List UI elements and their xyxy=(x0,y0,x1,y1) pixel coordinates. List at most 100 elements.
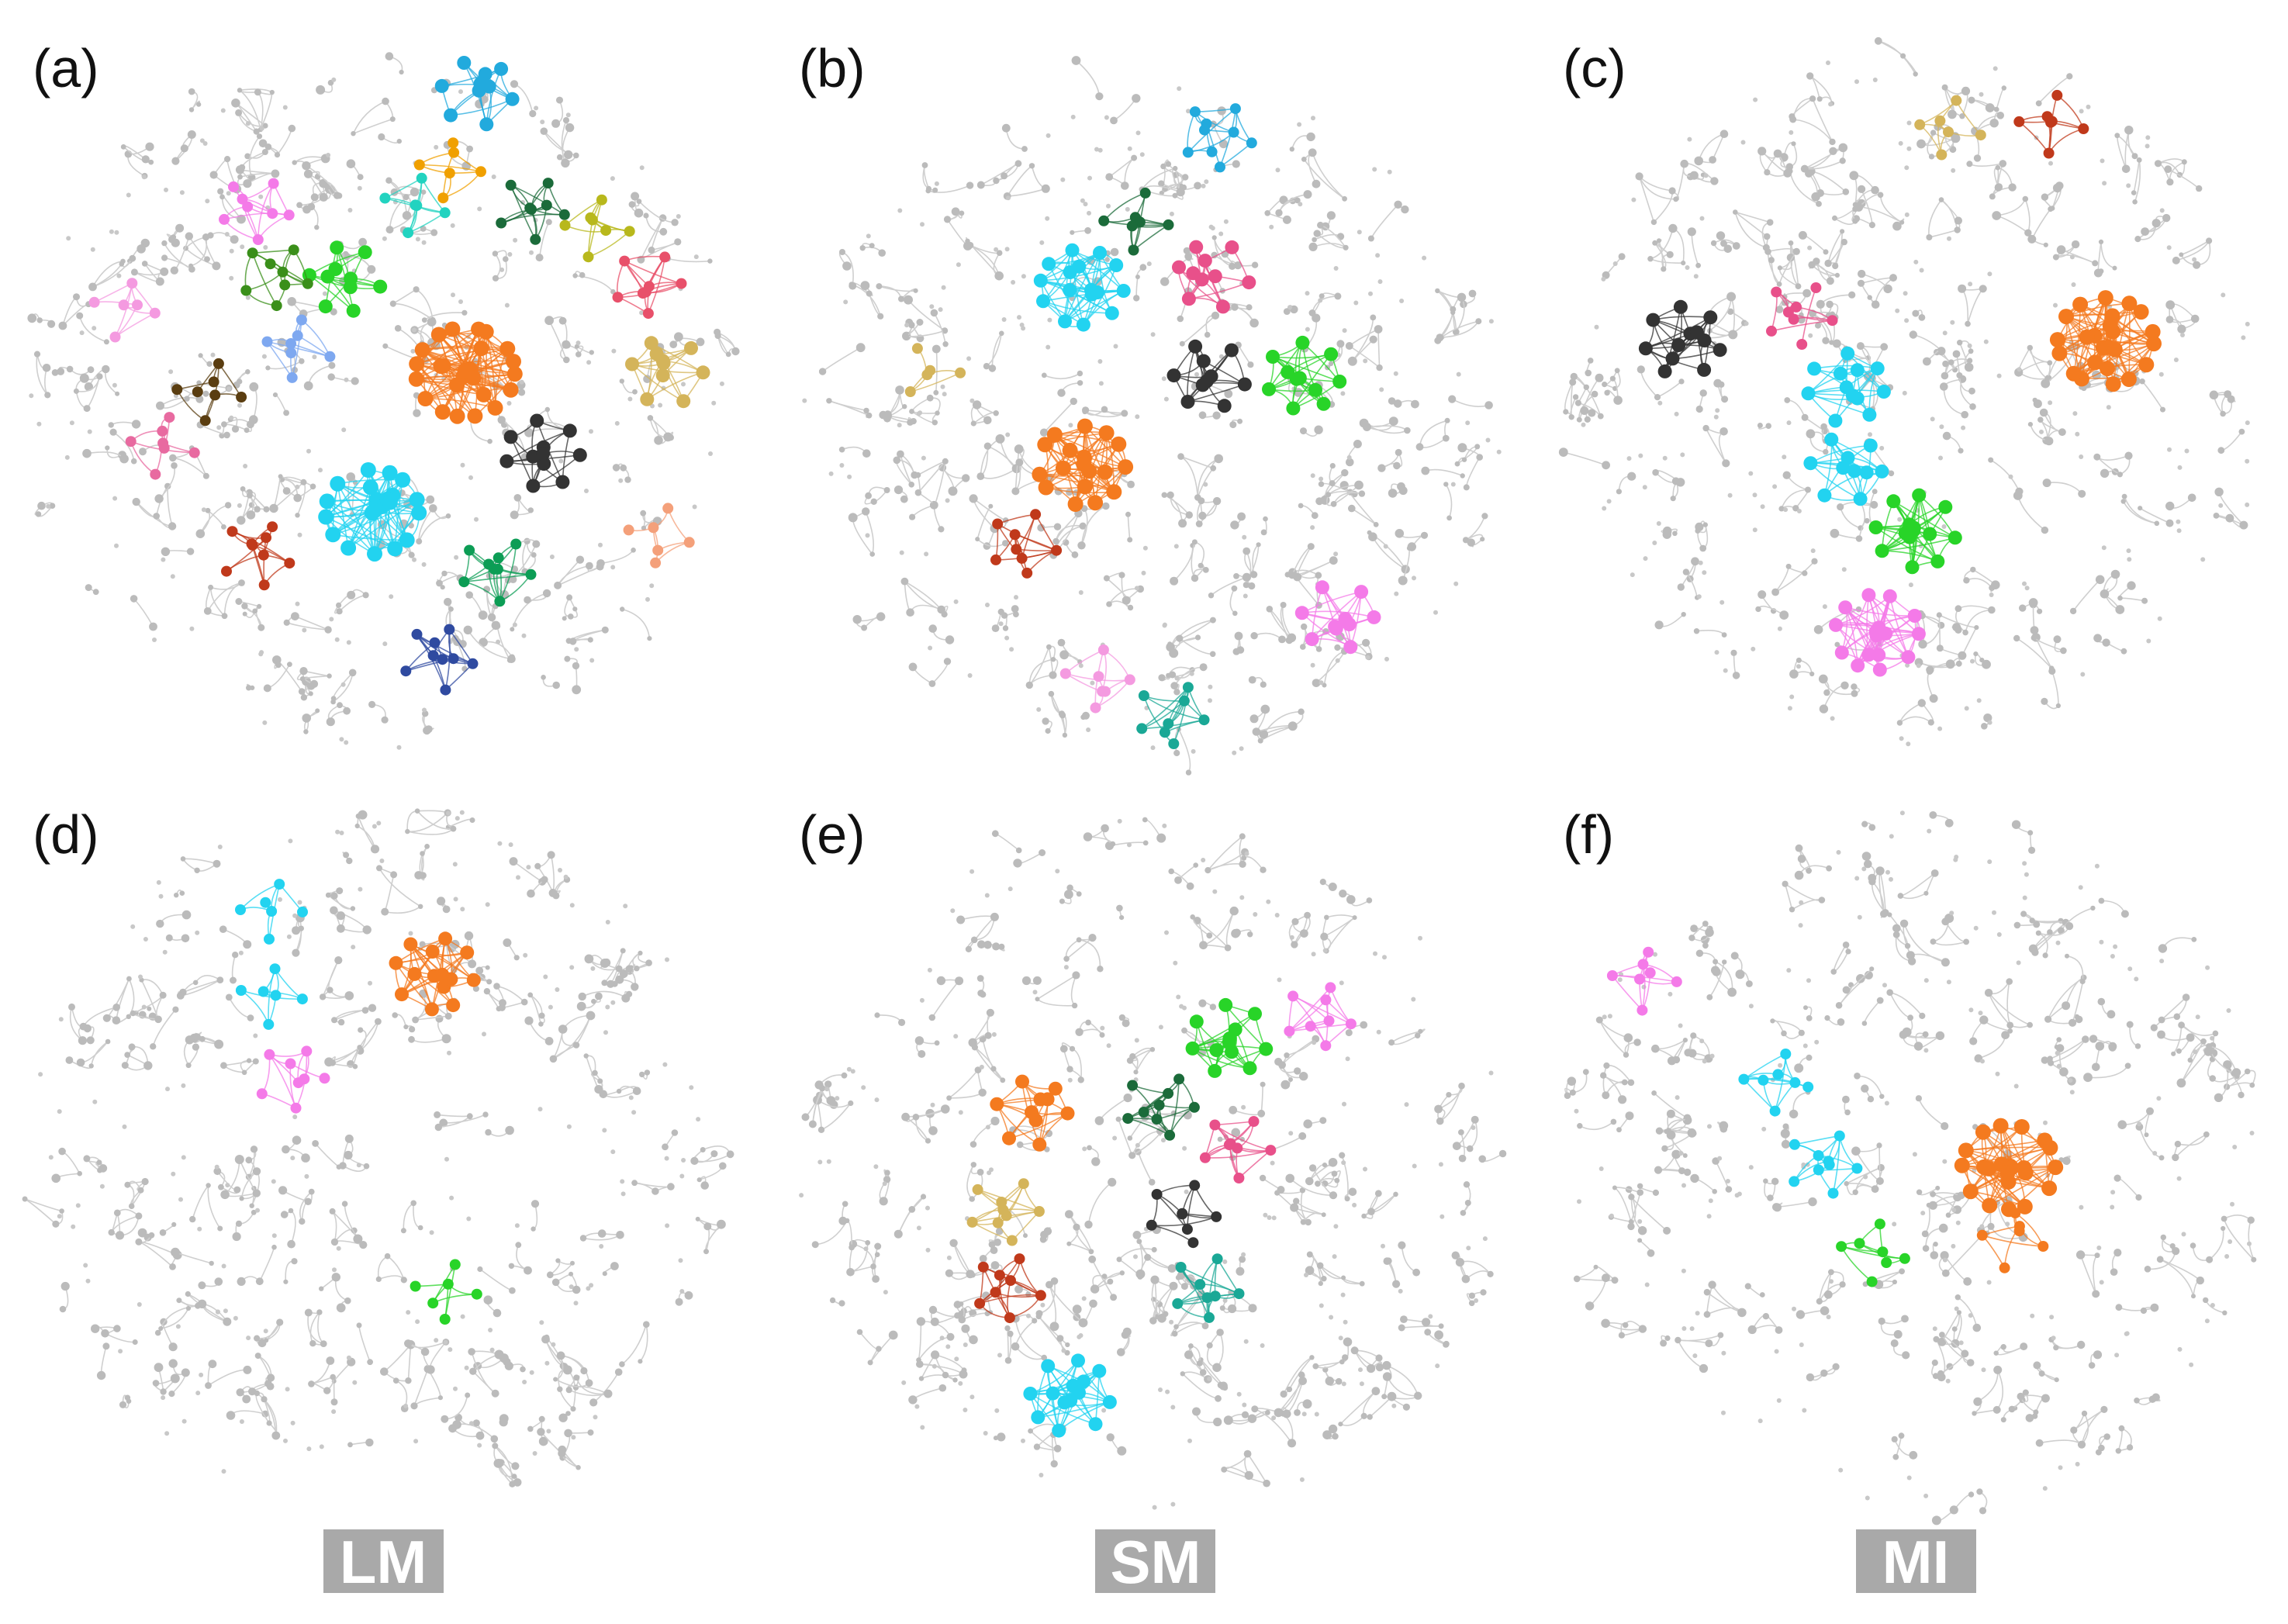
background-node xyxy=(491,174,496,179)
background-node xyxy=(838,446,845,453)
background-node xyxy=(1002,540,1009,547)
background-node xyxy=(620,606,625,612)
background-node xyxy=(1087,210,1091,216)
background-node xyxy=(524,596,531,604)
background-node xyxy=(2209,390,2219,400)
background-node xyxy=(83,405,91,413)
background-node xyxy=(943,216,952,223)
background-node xyxy=(1077,380,1084,386)
background-edge xyxy=(1253,632,1283,641)
background-edge xyxy=(167,485,173,527)
background-node xyxy=(237,403,242,408)
background-node xyxy=(1951,133,1961,143)
background-node xyxy=(341,427,347,433)
cluster-node xyxy=(1367,610,1381,624)
cluster-node xyxy=(585,212,596,223)
background-node xyxy=(1989,193,1996,200)
background-node xyxy=(1173,689,1180,696)
community-cluster xyxy=(302,240,388,318)
cluster-node xyxy=(473,340,489,357)
cluster-node xyxy=(503,430,518,444)
community-cluster xyxy=(625,336,710,409)
cluster-node xyxy=(258,579,270,591)
background-node xyxy=(1102,502,1110,510)
background-edge xyxy=(1781,489,1809,510)
cluster-edge xyxy=(444,663,474,691)
cluster-node xyxy=(1332,375,1347,389)
background-node xyxy=(261,354,267,359)
cluster-node xyxy=(1136,723,1148,734)
background-edge xyxy=(1210,576,1247,596)
background-node xyxy=(1949,146,1957,154)
background-node xyxy=(2221,292,2226,298)
background-node xyxy=(601,626,609,634)
background-node xyxy=(555,1258,561,1263)
cluster-node xyxy=(429,637,441,648)
background-node xyxy=(908,482,914,488)
background-node xyxy=(1695,522,1704,532)
community-cluster xyxy=(1032,418,1134,512)
background-node xyxy=(527,507,534,513)
background-node xyxy=(1824,259,1832,268)
background-node xyxy=(302,161,311,171)
background-node xyxy=(878,249,886,257)
cluster-node xyxy=(1097,686,1108,697)
background-node xyxy=(2165,300,2176,309)
background-node xyxy=(1880,343,1889,351)
cluster-node xyxy=(1032,466,1048,482)
background-node xyxy=(693,254,699,260)
background-node xyxy=(2167,447,2172,452)
background-node xyxy=(73,293,80,301)
background-node xyxy=(572,662,580,670)
background-node xyxy=(283,619,290,626)
cluster-node xyxy=(1116,284,1131,298)
cluster-node xyxy=(525,568,537,580)
background-node xyxy=(213,859,221,868)
background-edge xyxy=(1996,215,2029,233)
cluster-node xyxy=(1850,363,1865,378)
cluster-node xyxy=(1859,465,1874,480)
background-node xyxy=(865,492,872,499)
cluster-node xyxy=(2100,361,2115,377)
background-node xyxy=(1208,684,1213,689)
background-node xyxy=(618,478,624,483)
background-node xyxy=(843,299,848,305)
cluster-node xyxy=(478,323,494,340)
background-node xyxy=(1315,646,1322,652)
cluster-edge xyxy=(617,261,625,298)
cluster-node xyxy=(1329,621,1343,636)
cluster-node xyxy=(382,465,398,481)
cluster-edge xyxy=(1101,649,1107,692)
cluster-node xyxy=(1343,640,1358,655)
background-edge xyxy=(160,396,200,406)
background-node xyxy=(330,1238,339,1246)
cluster-node xyxy=(1807,361,1822,376)
cluster-node xyxy=(1316,396,1331,411)
background-node xyxy=(1105,173,1114,181)
cluster-node xyxy=(1697,333,1712,347)
background-node xyxy=(507,655,516,663)
cluster-node xyxy=(1292,371,1307,385)
background-node xyxy=(1849,171,1859,181)
background-node xyxy=(913,288,918,293)
background-node xyxy=(1263,516,1268,522)
background-node xyxy=(897,450,904,458)
background-node xyxy=(572,685,582,695)
background-node xyxy=(1310,662,1315,668)
background-node xyxy=(1956,372,1963,378)
background-node xyxy=(413,409,421,417)
background-node xyxy=(188,107,195,112)
cluster-node xyxy=(625,357,639,371)
background-node xyxy=(212,261,221,271)
background-node xyxy=(1468,289,1477,298)
background-node xyxy=(1602,382,1608,388)
background-edge xyxy=(403,1202,414,1231)
background-edge xyxy=(1173,545,1194,582)
background-node xyxy=(1895,308,1900,313)
background-node xyxy=(2017,367,2022,372)
cluster-node xyxy=(1882,589,1897,603)
background-node xyxy=(1283,308,1291,315)
background-node xyxy=(1779,610,1789,620)
background-edge xyxy=(392,302,434,320)
cluster-node xyxy=(475,386,492,403)
